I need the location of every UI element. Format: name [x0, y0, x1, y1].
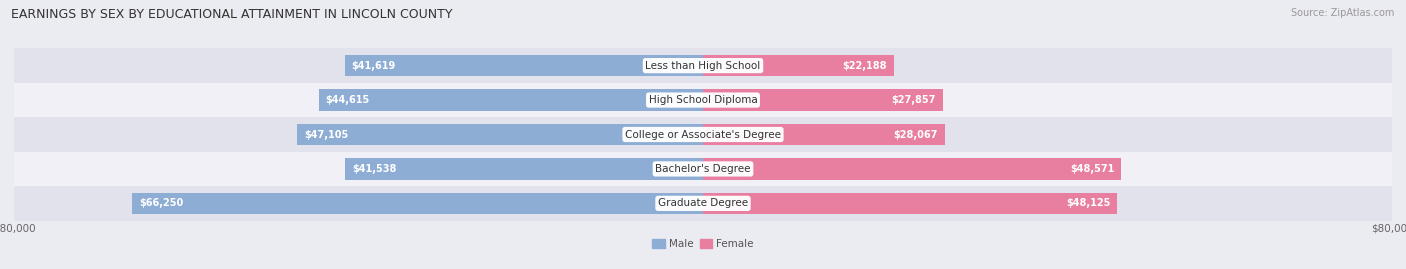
Bar [297, 124, 703, 145]
Bar [703, 55, 894, 76]
Bar [14, 83, 1392, 117]
Text: $28,067: $28,067 [893, 129, 938, 140]
Bar [344, 55, 703, 76]
Text: $22,188: $22,188 [842, 61, 887, 71]
Text: Graduate Degree: Graduate Degree [658, 198, 748, 208]
Text: EARNINGS BY SEX BY EDUCATIONAL ATTAINMENT IN LINCOLN COUNTY: EARNINGS BY SEX BY EDUCATIONAL ATTAINMEN… [11, 8, 453, 21]
Text: $47,105: $47,105 [304, 129, 349, 140]
Text: $48,571: $48,571 [1070, 164, 1115, 174]
Bar [14, 186, 1392, 221]
Bar [346, 158, 703, 180]
Bar [319, 89, 703, 111]
Bar [703, 124, 945, 145]
Bar [132, 193, 703, 214]
Bar [14, 48, 1392, 83]
Bar [14, 152, 1392, 186]
Text: $44,615: $44,615 [326, 95, 370, 105]
Bar [703, 89, 943, 111]
Text: Less than High School: Less than High School [645, 61, 761, 71]
Text: High School Diploma: High School Diploma [648, 95, 758, 105]
Text: College or Associate's Degree: College or Associate's Degree [626, 129, 780, 140]
Legend: Male, Female: Male, Female [648, 235, 758, 253]
Text: $48,125: $48,125 [1066, 198, 1111, 208]
Text: $66,250: $66,250 [139, 198, 184, 208]
Bar [703, 193, 1118, 214]
Text: Source: ZipAtlas.com: Source: ZipAtlas.com [1291, 8, 1395, 18]
Text: $27,857: $27,857 [891, 95, 936, 105]
Bar [703, 158, 1121, 180]
Text: $41,538: $41,538 [352, 164, 396, 174]
Bar [14, 117, 1392, 152]
Text: $41,619: $41,619 [352, 61, 395, 71]
Text: Bachelor's Degree: Bachelor's Degree [655, 164, 751, 174]
